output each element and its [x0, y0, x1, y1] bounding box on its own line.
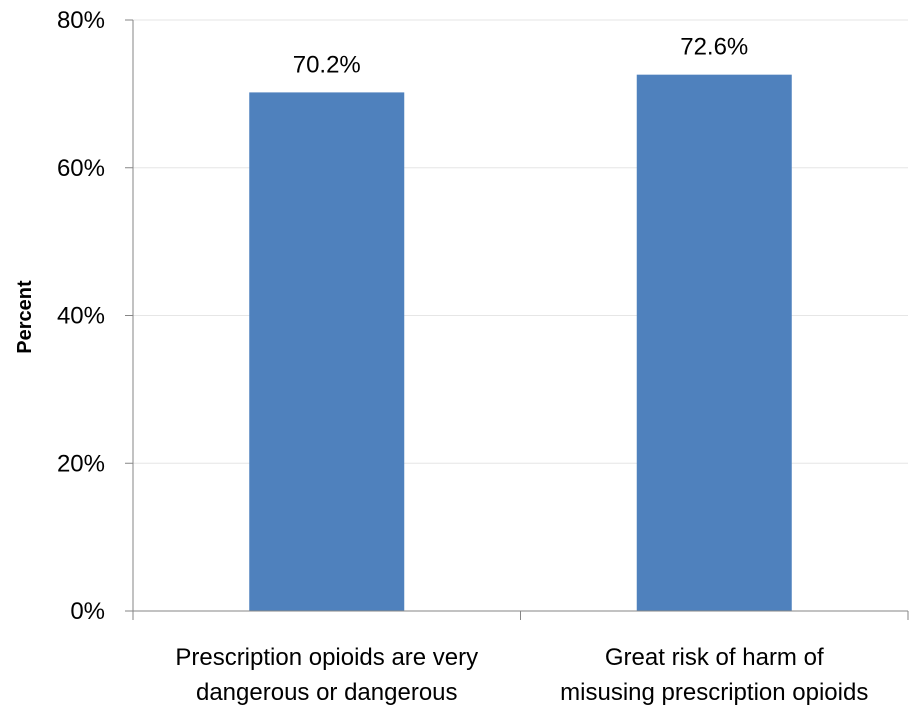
- data-label: 72.6%: [680, 34, 748, 61]
- data-label: 70.2%: [293, 51, 361, 78]
- y-tick-label: 40%: [57, 303, 105, 330]
- y-tick-label: 60%: [57, 155, 105, 182]
- y-axis-title: Percent: [14, 280, 36, 354]
- bar: [249, 92, 405, 611]
- x-category-label: dangerous or dangerous: [196, 679, 458, 706]
- y-tick-label: 0%: [70, 598, 105, 625]
- bars: [249, 74, 792, 612]
- labels: 0% 20% 40% 60% 80% 70.2% Prescription opioids …: [57, 7, 868, 706]
- y-tick-label: 80%: [57, 7, 105, 34]
- bar: [636, 74, 792, 612]
- x-category-label: Prescription opioids are very: [175, 644, 478, 671]
- axes: [125, 19, 909, 620]
- x-category-label: misusing prescription opioids: [560, 679, 868, 706]
- x-category-label: Great risk of harm of: [605, 644, 824, 671]
- y-tick-label: 20%: [57, 450, 105, 477]
